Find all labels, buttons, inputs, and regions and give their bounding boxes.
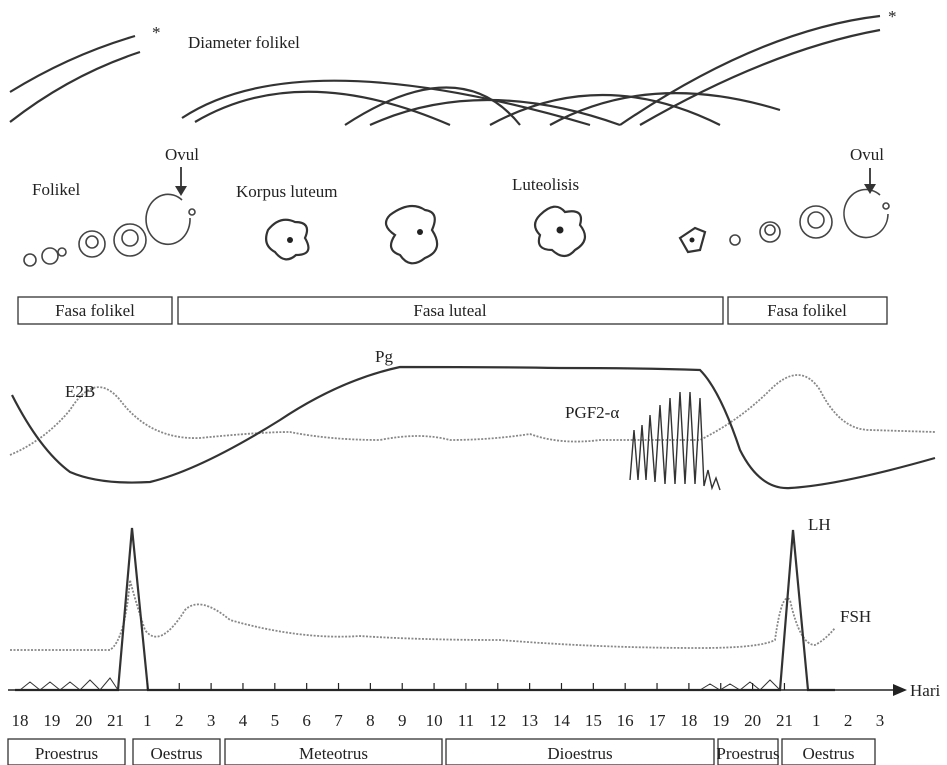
day-label: 21: [776, 711, 793, 730]
label: Ovul: [165, 145, 199, 164]
day-label: 6: [302, 711, 311, 730]
day-label: 19: [43, 711, 60, 730]
phase-label: Fasa luteal: [413, 301, 486, 320]
hormone-label: Pg: [375, 347, 393, 366]
day-label: 2: [175, 711, 184, 730]
day-label: 10: [426, 711, 443, 730]
day-label: 16: [617, 711, 634, 730]
day-label: 15: [585, 711, 602, 730]
day-label: 9: [398, 711, 407, 730]
stage-label: Dioestrus: [547, 744, 612, 763]
day-label: 3: [207, 711, 216, 730]
star: *: [888, 7, 897, 26]
day-label: 21: [107, 711, 124, 730]
hormone-label: LH: [808, 515, 831, 534]
label: Luteolisis: [512, 175, 579, 194]
day-label: 13: [521, 711, 538, 730]
day-label: 4: [239, 711, 248, 730]
hormone-label: E2B: [65, 382, 95, 401]
day-label: 14: [553, 711, 571, 730]
axis-arrow: [893, 684, 907, 696]
day-label: 8: [366, 711, 375, 730]
day-label: 11: [458, 711, 474, 730]
day-label: 17: [649, 711, 667, 730]
day-label: 20: [744, 711, 761, 730]
stage-label: Oestrus: [151, 744, 203, 763]
star: *: [152, 23, 161, 42]
day-label: 18: [680, 711, 697, 730]
label: Ovul: [850, 145, 884, 164]
label: Diameter folikel: [188, 33, 300, 52]
day-label: 7: [334, 711, 343, 730]
phase-label: Fasa folikel: [767, 301, 847, 320]
day-label: 2: [844, 711, 853, 730]
day-label: 20: [75, 711, 92, 730]
day-label: 1: [812, 711, 821, 730]
hormone-label: FSH: [840, 607, 871, 626]
phase-label: Fasa folikel: [55, 301, 135, 320]
day-label: 1: [143, 711, 152, 730]
stage-label: Meteotrus: [299, 744, 368, 763]
day-label: 19: [712, 711, 729, 730]
hormone-curves: [10, 367, 935, 690]
hormone-label: PGF2-α: [565, 403, 619, 422]
axis-label: Hari: [910, 681, 940, 700]
day-label: 3: [876, 711, 885, 730]
day-label: 5: [271, 711, 280, 730]
label: Korpus luteum: [236, 182, 338, 201]
stage-label: Proestrus: [716, 744, 779, 763]
stage-label: Proestrus: [35, 744, 98, 763]
ovary-structures: [24, 167, 889, 266]
diagram: * * Diameter folikel Folikel Ovul Korpus…: [0, 0, 947, 765]
day-label: 18: [12, 711, 29, 730]
follicle-curves: [10, 16, 880, 125]
day-label: 12: [489, 711, 506, 730]
label: Folikel: [32, 180, 80, 199]
stage-label: Oestrus: [803, 744, 855, 763]
